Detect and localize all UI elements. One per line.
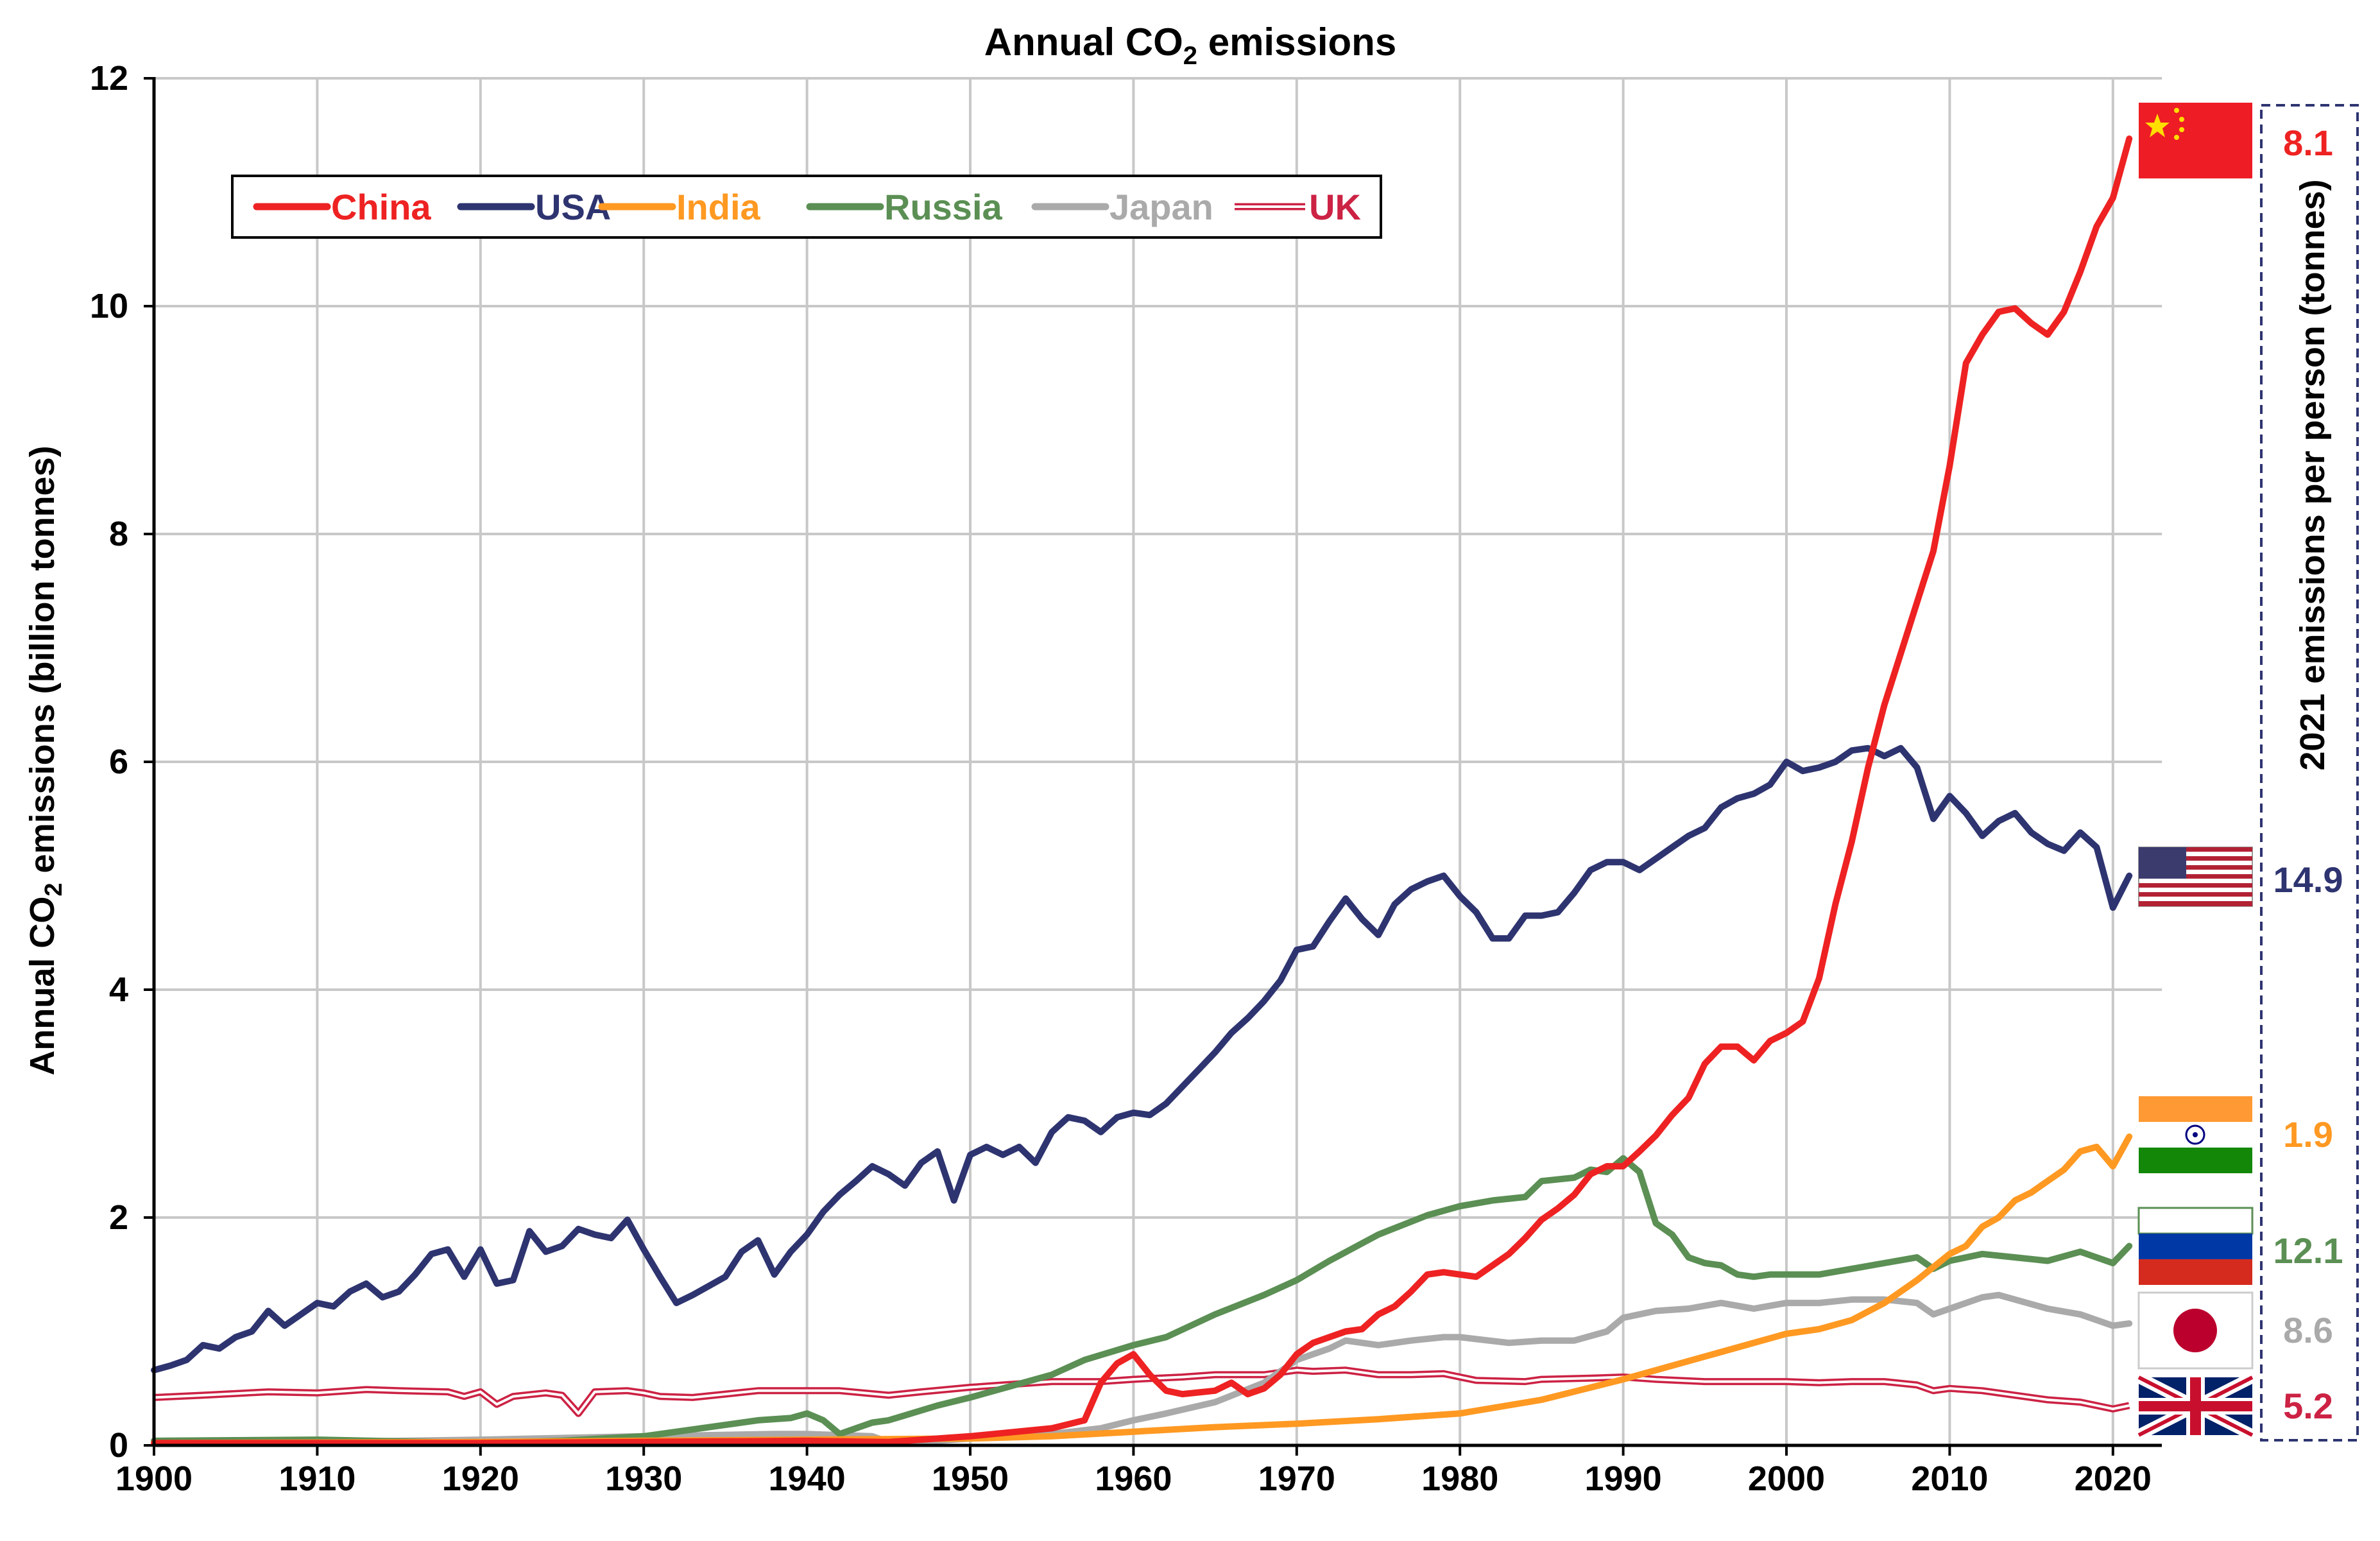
x-tick-label: 1960 — [1095, 1459, 1172, 1498]
x-tick-label: 1980 — [1421, 1459, 1498, 1498]
x-tick-label: 2020 — [2075, 1459, 2152, 1498]
y-tick-label: 8 — [109, 515, 128, 553]
per-capita-label: 2021 emissions per person (tonnes) — [2293, 179, 2332, 770]
series-line-usa — [151, 745, 2133, 1373]
y-tick-label: 2 — [109, 1198, 128, 1237]
x-tick-label: 2010 — [1911, 1459, 1988, 1498]
uk-flag-icon — [2136, 1372, 2256, 1441]
per-capita-value-russia: 12.1 — [2273, 1230, 2343, 1271]
legend-label-russia: Russia — [884, 187, 1002, 227]
per-capita-value-china: 8.1 — [2283, 123, 2333, 163]
y-tick-label: 0 — [109, 1426, 128, 1465]
legend: China USA India Russia Japan UK — [231, 175, 1382, 239]
tick-labels: 1900 1910 1920 1930 1940 1950 1960 1970 1980 1990… — [90, 59, 2152, 1498]
series-line-uk-inner — [153, 1368, 2130, 1415]
x-tick-label: 2000 — [1748, 1459, 1825, 1498]
series-lines — [151, 135, 2133, 1447]
y-tick-label: 6 — [109, 743, 128, 781]
y-tick-label: 10 — [90, 287, 128, 325]
x-tick-label: 1940 — [769, 1459, 846, 1498]
legend-label-china: China — [331, 187, 431, 227]
per-capita-values: 8.1 14.9 1.9 12.1 8.6 5.2 — [2273, 123, 2343, 1426]
usa-flag-icon — [2138, 847, 2253, 907]
chart-title: Annual CO2 emissions — [984, 21, 1396, 70]
india-flag-icon — [2139, 1096, 2252, 1173]
series-line-china — [151, 135, 2133, 1447]
x-tick-label: 1990 — [1585, 1459, 1662, 1498]
y-tick-label: 4 — [109, 970, 128, 1009]
per-capita-box — [2260, 104, 2359, 1442]
series-line-india — [151, 1133, 2133, 1447]
y-tick-label: 12 — [90, 59, 128, 98]
per-capita-value-usa: 14.9 — [2273, 859, 2343, 900]
per-capita-value-japan: 8.6 — [2283, 1310, 2333, 1350]
x-tick-label: 1970 — [1258, 1459, 1335, 1498]
x-tick-label: 1930 — [605, 1459, 682, 1498]
russia-flag-icon — [2137, 1207, 2254, 1285]
per-capita-value-uk: 5.2 — [2283, 1386, 2333, 1426]
flags-panel — [2136, 103, 2256, 1441]
series-line-russia — [151, 1155, 2133, 1447]
japan-flag-icon — [2137, 1291, 2254, 1370]
china-flag-icon — [2139, 103, 2252, 178]
x-tick-label: 1920 — [442, 1459, 519, 1498]
legend-label-india: India — [676, 187, 761, 227]
x-tick-label: 1900 — [116, 1459, 193, 1498]
x-tick-label: 1910 — [278, 1459, 355, 1498]
grid — [154, 77, 2162, 1445]
x-tick-label: 1950 — [932, 1459, 1009, 1498]
y-axis-label: Annual CO2 emissions (billion tonnes) — [23, 445, 67, 1075]
legend-label-uk: UK — [1309, 187, 1361, 227]
per-capita-value-india: 1.9 — [2283, 1114, 2333, 1155]
legend-label-japan: Japan — [1109, 187, 1213, 227]
